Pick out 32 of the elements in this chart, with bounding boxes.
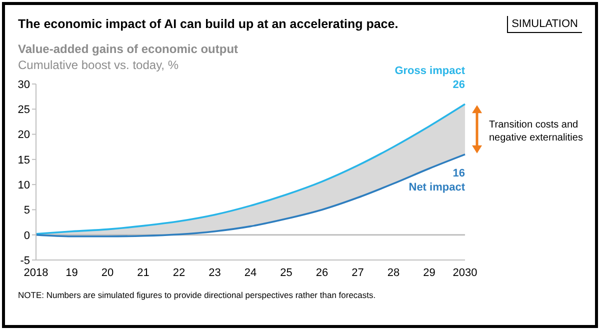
x-tick-label: 23 bbox=[208, 266, 221, 279]
x-tick-label: 27 bbox=[352, 266, 364, 279]
x-tick-label: 2018 bbox=[24, 266, 48, 279]
x-tick-label: 19 bbox=[66, 266, 78, 279]
line-series bbox=[35, 154, 466, 238]
text: NOTE: Numbers are simulated figures to provide directional perspectives rather than forecasts. bbox=[18, 290, 376, 300]
x-tick-label: 29 bbox=[423, 266, 436, 279]
x-tick-label: 24 bbox=[244, 266, 257, 279]
x-tick-label: 22 bbox=[172, 266, 186, 279]
x-tick-label: 25 bbox=[280, 266, 292, 279]
y-axis-title: Cumulative boost vs. today, % bbox=[18, 58, 179, 72]
y-tick-label: 15 bbox=[18, 154, 30, 166]
x-tick-label: 20 bbox=[101, 266, 114, 279]
y-tick-label: 10 bbox=[18, 179, 30, 192]
y-tick-label: 20 bbox=[18, 129, 30, 142]
x-tick-label: 28 bbox=[387, 266, 400, 279]
data-label: 16 bbox=[452, 167, 465, 180]
chart-title: The economic impact of AI can build up at an accelerating pace. bbox=[18, 17, 398, 31]
y-tick-label: 5 bbox=[24, 204, 30, 217]
x-tick-label: 21 bbox=[137, 266, 150, 279]
chart-subtitle: Value-added gains of economic output bbox=[18, 42, 238, 56]
text: SIMULATION bbox=[506, 16, 582, 33]
y-tick-label: 30 bbox=[18, 78, 30, 91]
annotation: Transition costs and negative externalities bbox=[489, 119, 583, 144]
x-tick-label: 26 bbox=[316, 266, 328, 279]
y-tick-label: 25 bbox=[18, 104, 30, 116]
series-label: Net impact bbox=[408, 181, 466, 194]
text: Gross impact bbox=[394, 65, 466, 78]
data-label: 26 bbox=[452, 79, 465, 92]
y-tick-label: -5 bbox=[20, 254, 30, 267]
x-tick-label: 2030 bbox=[452, 266, 478, 279]
y-tick-label: 0 bbox=[24, 230, 30, 242]
